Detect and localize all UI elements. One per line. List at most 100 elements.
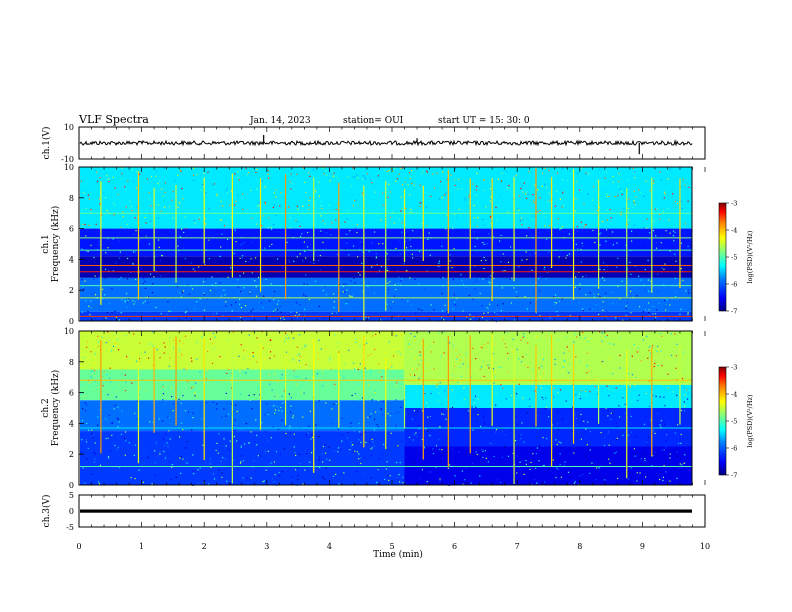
spectrum-speckle <box>271 478 273 480</box>
spectrum-speckle <box>564 370 566 372</box>
spectrum-speckle <box>607 410 609 412</box>
spectrum-speckle <box>309 197 311 199</box>
spectrum-speckle <box>264 202 266 204</box>
spectrum-speckle <box>436 383 438 385</box>
spectrum-speckle <box>555 476 557 479</box>
spectrum-speckle <box>226 430 228 432</box>
spectrum-speckle <box>475 189 477 191</box>
spectrum-speckle <box>180 422 183 424</box>
spectrum-speckle <box>688 392 690 394</box>
spectrum-speckle <box>380 275 382 277</box>
spectrum-speckle <box>159 230 161 232</box>
spectrum-speckle <box>425 192 427 194</box>
spectrum-speckle <box>158 246 160 248</box>
spectrum-speckle <box>109 377 111 379</box>
spectrum-speckle <box>589 391 591 393</box>
spectrum-speckle <box>405 270 407 272</box>
spectrum-speckle <box>601 316 603 318</box>
spectrum-speckle <box>326 458 328 460</box>
spectrum-speckle <box>417 283 420 285</box>
spectrum-speckle <box>226 425 228 427</box>
spectrum-speckle <box>657 364 659 367</box>
spectrum-speckle <box>508 185 510 187</box>
spectrum-speckle <box>248 394 250 396</box>
spectrum-speckle <box>303 241 305 243</box>
spectrum-speckle <box>250 310 252 312</box>
spectrum-speckle <box>256 188 258 190</box>
spectrum-speckle <box>485 457 487 459</box>
spectrum-speckle <box>128 360 130 363</box>
spectrum-speckle <box>215 346 217 348</box>
spectrum-speckle <box>314 191 316 193</box>
spectrum-speckle <box>261 235 263 237</box>
spectrum-speckle <box>418 377 420 379</box>
spectrum-speckle <box>660 179 662 181</box>
spectrum-speckle <box>163 445 165 447</box>
time-tick-label: 10 <box>700 542 710 551</box>
spectrum-speckle <box>356 451 358 453</box>
spectrum-speckle <box>218 346 220 348</box>
spectrum-speckle <box>372 441 374 443</box>
spectrum-speckle <box>367 416 369 418</box>
spectrum-speckle <box>680 268 682 270</box>
spectrum-speckle <box>155 270 157 272</box>
spectrum-speckle <box>593 431 596 433</box>
spectrum-speckle <box>488 281 490 283</box>
spectrum-speckle <box>463 387 465 389</box>
spectrum-speckle <box>305 257 307 259</box>
spectrum-speckle <box>449 464 451 466</box>
spectrum-speckle <box>490 442 492 445</box>
spectrum-speckle <box>182 343 185 345</box>
spectrum-speckle <box>274 395 276 397</box>
spectrum-speckle <box>473 402 476 404</box>
spectrum-speckle <box>219 219 221 221</box>
spectrum-speckle <box>147 456 149 459</box>
spectrum-speckle <box>648 238 650 240</box>
spectrum-speckle <box>512 465 514 467</box>
spectrum-speckle <box>517 226 519 228</box>
spectrum-speckle <box>346 259 348 261</box>
spectrum-speckle <box>553 455 555 457</box>
spectrum-speckle <box>661 422 664 424</box>
spectrum-speckle <box>120 433 122 435</box>
spectrum-speckle <box>659 219 661 221</box>
spectrum-speckle <box>601 361 603 363</box>
spectrum-speckle <box>203 292 205 294</box>
spectrum-speckle <box>305 295 307 297</box>
spectrum-speckle <box>655 203 657 205</box>
spectrum-speckle <box>353 430 355 432</box>
spectrum-speckle <box>528 227 530 229</box>
spectrum-speckle <box>392 301 394 303</box>
spectrum-speckle <box>633 190 635 192</box>
spectrum-speckle <box>565 257 567 259</box>
spectrum-speckle <box>281 419 283 421</box>
spectrum-speckle <box>90 272 92 274</box>
spectrum-speckle <box>392 170 394 172</box>
spectrum-speckle <box>298 227 300 229</box>
spectrum-speckle <box>318 400 320 402</box>
spectrum-speckle <box>196 341 198 343</box>
spectrum-speckle <box>445 192 447 194</box>
spectrum-speckle <box>97 416 99 418</box>
spectrum-speckle <box>230 267 232 269</box>
spectrum-speckle <box>265 278 267 280</box>
spectrum-speckle <box>97 347 99 349</box>
spectrum-speckle <box>619 363 621 366</box>
spectrum-speckle <box>645 476 647 478</box>
spectrum-speckle <box>655 395 657 397</box>
spectrum-speckle <box>358 422 360 425</box>
spectrum-speckle <box>289 227 291 229</box>
spectrum-speckle <box>272 206 274 208</box>
spectrum-speckle <box>442 171 444 173</box>
spectrum-speckle <box>297 208 299 210</box>
spectrum-speckle <box>331 408 333 410</box>
spectrum-speckle <box>272 426 274 428</box>
spectrum-speckle <box>367 360 369 362</box>
spectrum-speckle <box>656 404 659 406</box>
spectrum-speckle <box>377 213 379 215</box>
spectrum-speckle <box>184 257 186 260</box>
spectrum-speckle <box>186 307 188 309</box>
spectrum-speckle <box>606 385 608 387</box>
spectrum-speckle <box>366 342 368 344</box>
spectrum-speckle <box>175 476 177 478</box>
